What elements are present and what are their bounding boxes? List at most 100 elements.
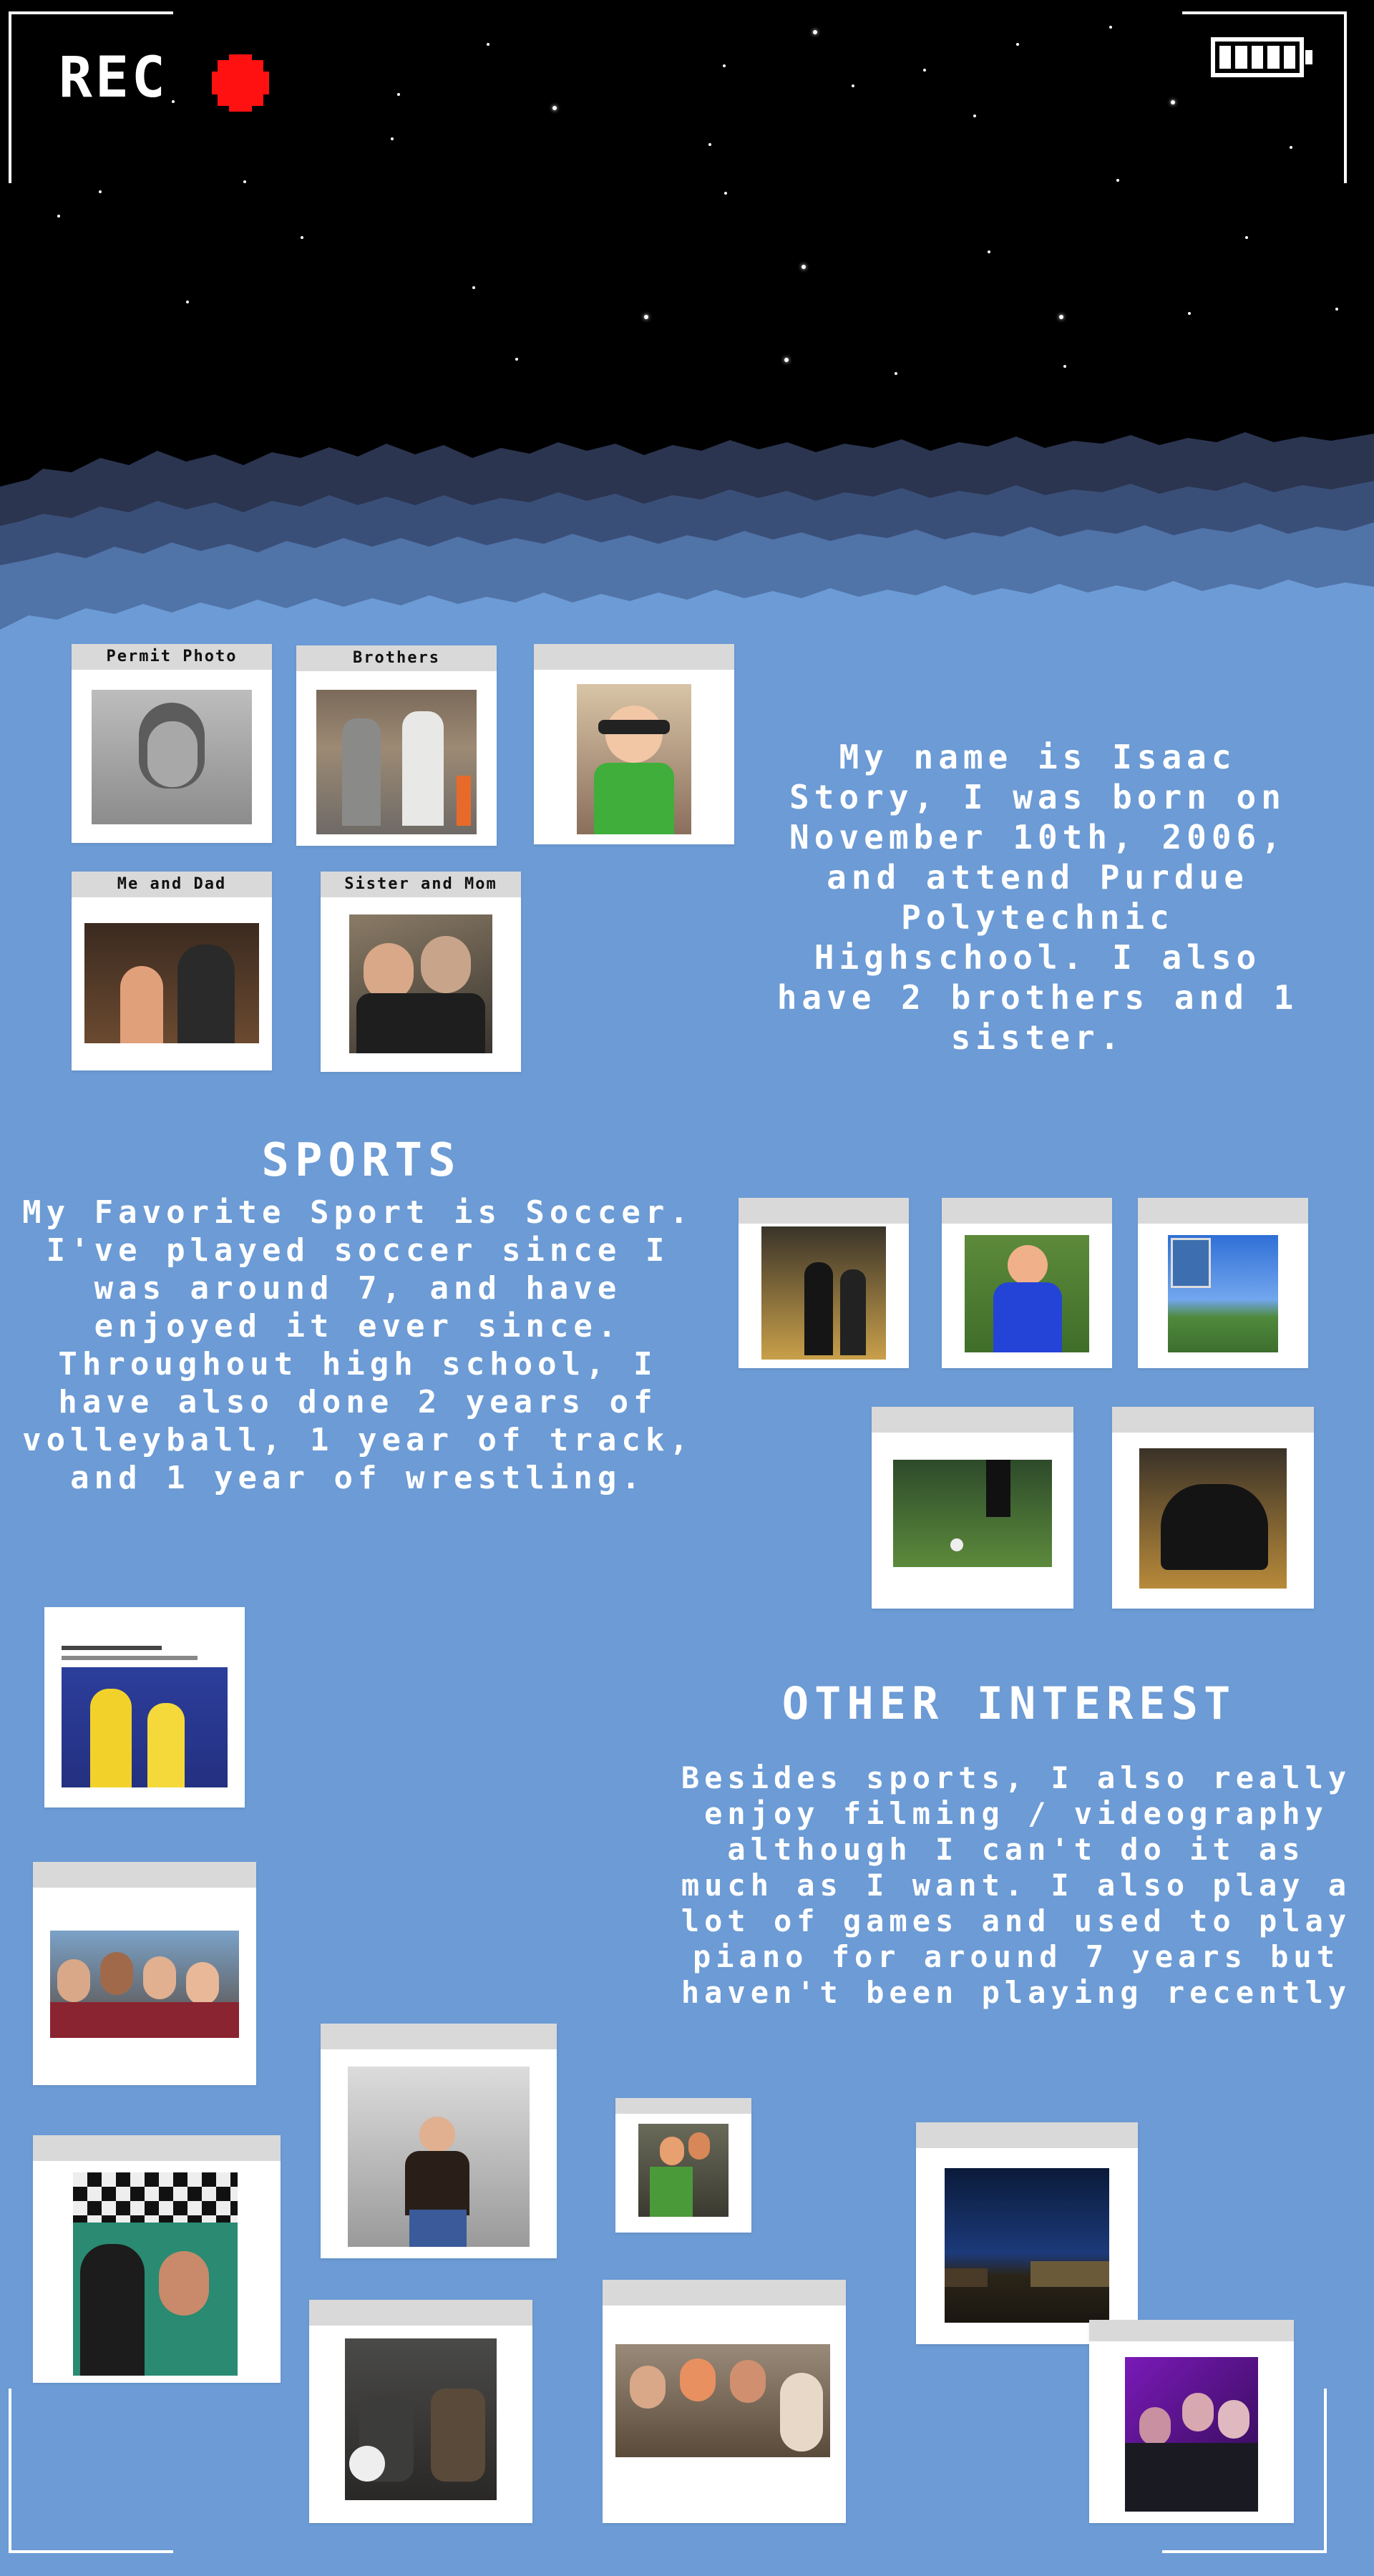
photo-card-friends[interactable] [615, 2098, 751, 2233]
photo-caption [309, 2300, 532, 2326]
volleyball-photo [761, 1226, 886, 1360]
star [472, 286, 475, 289]
rec-label: REC [59, 46, 168, 110]
hawaiian-shirt-photo [348, 2067, 530, 2247]
photo-caption [615, 2098, 751, 2114]
soccer-kid-photo [965, 1235, 1089, 1352]
photo-card-party[interactable] [1089, 2320, 1294, 2523]
viewfinder-corner-bottom-left [9, 2389, 173, 2553]
star [802, 265, 806, 269]
star [172, 100, 175, 103]
field-photo [1168, 1235, 1278, 1352]
photo-caption [1089, 2320, 1294, 2341]
star [895, 372, 897, 375]
group-selfie-photo [50, 1931, 239, 2038]
photo-caption [916, 2122, 1138, 2148]
pixel-clouds [0, 432, 1374, 673]
sister-and-mom-photo [349, 914, 492, 1053]
star [1335, 308, 1338, 311]
photo-card-hawaiian-shirt[interactable] [321, 2024, 557, 2258]
star [1245, 236, 1248, 239]
costume-photo [577, 684, 691, 834]
star [1171, 100, 1175, 104]
other-interest-text: Besides sports, I also really enjoy film… [681, 1760, 1352, 2010]
permit-photo [92, 690, 252, 824]
friends-photo [638, 2124, 729, 2217]
other-interest-heading: OTHER INTEREST [781, 1677, 1237, 1729]
star [99, 190, 102, 193]
star [107, 57, 110, 60]
photo-card-sister-and-mom[interactable]: Sister and Mom [321, 872, 521, 1072]
mirror-selfie-photo [73, 2172, 238, 2376]
star [784, 358, 789, 362]
photo-caption [942, 1198, 1112, 1224]
yellow-shirts-photo [62, 1667, 228, 1787]
car-photo [345, 2338, 497, 2500]
photo-card-volleyball[interactable] [739, 1198, 909, 1368]
photo-card-yellow-shirts[interactable] [44, 1607, 245, 1807]
photo-caption [872, 1407, 1073, 1433]
star [515, 358, 518, 361]
star [1109, 26, 1112, 29]
photo-card-me-and-dad[interactable]: Me and Dad [72, 872, 272, 1070]
photo-caption [33, 1862, 256, 1888]
viewfinder-corner-bottom-right [1162, 2389, 1327, 2553]
photo-card-costume[interactable] [534, 644, 734, 844]
social-post-header [62, 1643, 228, 1664]
star [487, 43, 489, 46]
family-group-photo [615, 2344, 830, 2457]
bio-text: My name is Isaac Story, I was born on No… [776, 738, 1299, 1057]
me-and-dad-photo [84, 923, 259, 1043]
photo-card-family-group[interactable] [603, 2280, 846, 2523]
photo-caption [534, 644, 734, 670]
sports-text: My Favorite Sport is Soccer. I've played… [22, 1194, 693, 1496]
photo-card-soccer-game[interactable] [872, 1407, 1073, 1609]
photo-card-car[interactable] [309, 2300, 532, 2523]
photo-caption: Sister and Mom [321, 872, 521, 897]
star [923, 69, 926, 72]
photo-card-team-huddle[interactable] [1112, 1407, 1314, 1609]
photo-caption: Permit Photo [72, 644, 272, 670]
photo-caption [44, 1607, 245, 1633]
photo-card-group-selfie[interactable] [33, 1862, 256, 2085]
brothers-photo [316, 690, 477, 834]
photo-caption [1138, 1198, 1308, 1224]
star [1016, 43, 1019, 46]
night-street-photo [945, 2168, 1109, 2323]
viewfinder-corner-top-right [1182, 11, 1347, 183]
viewfinder-corner-top-left [9, 11, 173, 183]
photo-caption [33, 2135, 281, 2161]
sports-heading: SPORTS [261, 1134, 462, 1187]
star [724, 192, 727, 195]
star [397, 93, 400, 96]
star [723, 64, 726, 67]
star [988, 250, 990, 253]
star [243, 180, 246, 183]
star [1063, 365, 1066, 368]
star [1116, 179, 1119, 182]
photo-card-field[interactable] [1138, 1198, 1308, 1368]
photo-caption: Brothers [296, 645, 497, 671]
photo-card-permit[interactable]: Permit Photo [72, 644, 272, 843]
photo-card-brothers[interactable]: Brothers [296, 645, 497, 846]
photo-card-night-street[interactable] [916, 2122, 1138, 2344]
star [813, 30, 817, 34]
star [644, 315, 648, 319]
soccer-game-photo [893, 1460, 1052, 1567]
photo-caption: Me and Dad [72, 872, 272, 897]
star [708, 143, 711, 146]
star [57, 215, 60, 218]
photo-card-mirror-selfie[interactable] [33, 2135, 281, 2383]
star [1059, 315, 1063, 319]
star [1188, 312, 1191, 315]
battery-full-icon [1211, 37, 1312, 77]
star [391, 137, 394, 140]
photo-card-soccer-kid[interactable] [942, 1198, 1112, 1368]
star [852, 84, 854, 87]
star [301, 236, 303, 239]
party-photo [1125, 2357, 1258, 2512]
photo-caption [739, 1198, 909, 1224]
star [186, 301, 189, 303]
photo-caption [603, 2280, 846, 2306]
photo-caption [321, 2024, 557, 2049]
